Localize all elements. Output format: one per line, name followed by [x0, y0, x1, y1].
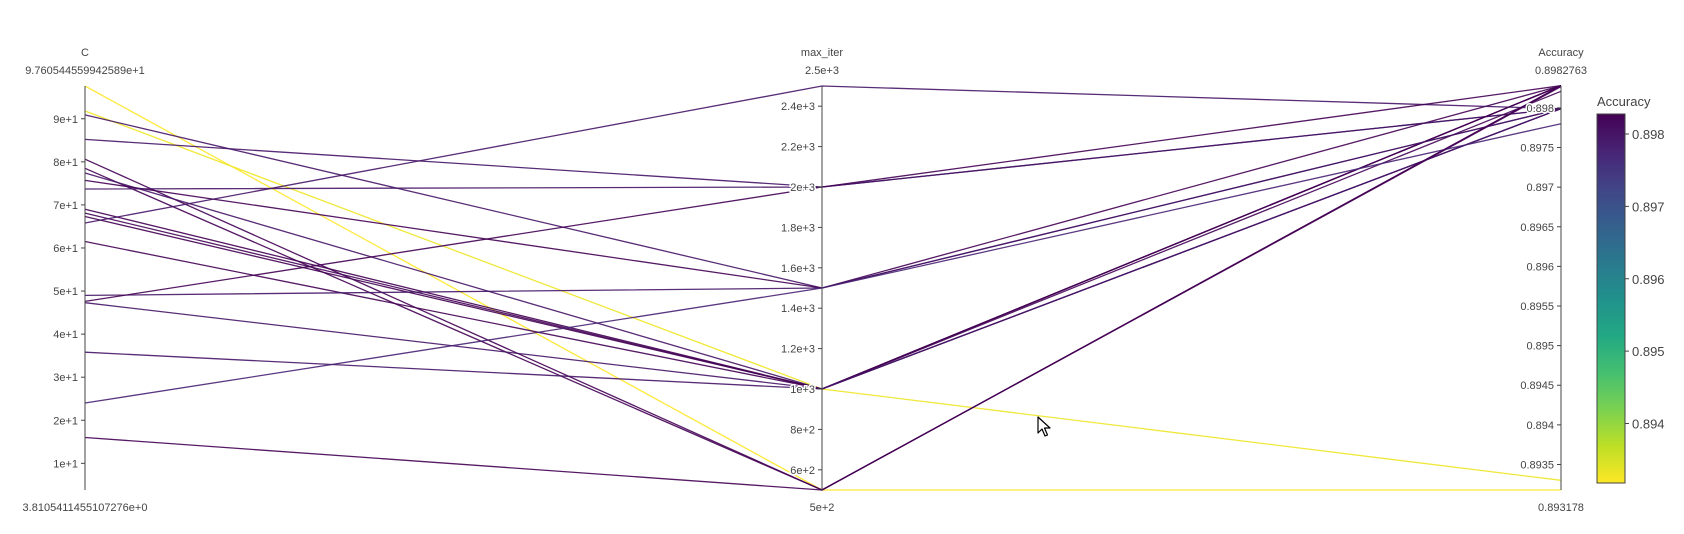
- axis-tick-label: 0.8935: [1520, 459, 1554, 471]
- axis-max-label: 2.5e+3: [805, 65, 839, 77]
- axis-tick-label: 7e+1: [53, 200, 78, 212]
- colorbar-tick-label: 0.897: [1632, 199, 1665, 214]
- colorbar-tick-label: 0.894: [1632, 417, 1665, 432]
- axis-title: C: [81, 47, 89, 59]
- axis-tick-label: 9e+1: [53, 114, 78, 126]
- axis-tick-label: 1.6e+3: [781, 263, 815, 275]
- colorbar-tick-label: 0.898: [1632, 127, 1665, 142]
- axis-c: C 9.760544559942589e+1 3.8105411455107276e…: [23, 47, 148, 514]
- axis-min-label: 5e+2: [810, 502, 835, 514]
- axis-tick-label: 1.8e+3: [781, 222, 815, 234]
- axis-tick-label: 8e+1: [53, 157, 78, 169]
- data-line-2: [84, 108, 1562, 289]
- colorbar-gradient: [1596, 113, 1626, 484]
- axis-title: max_iter: [801, 47, 844, 59]
- mouse-pointer-icon: [1037, 416, 1051, 437]
- data-line-16: [84, 108, 1562, 390]
- axis-tick-label: 1.4e+3: [781, 303, 815, 315]
- axis-tick-label: 1e+1: [53, 458, 78, 470]
- axis-min-label: 0.893178: [1538, 502, 1584, 514]
- axis-tick-label: 4e+1: [53, 329, 78, 341]
- axis-tick-label: 0.897: [1526, 182, 1554, 194]
- axis-tick-label: 8e+2: [790, 424, 815, 436]
- colorbar: Accuracy 0.894 0.895 0.896 0.897 0.898: [1596, 94, 1665, 484]
- axis-tick-label: 3e+1: [53, 372, 78, 384]
- axis-tick-label: 2.2e+3: [781, 142, 815, 154]
- axis-max-iter: max_iter 2.5e+3 5e+2 6e+2 8e+2 1e+3 1.2e+3 1.4e…: [780, 47, 844, 514]
- axis-tick-label: 6e+2: [790, 465, 815, 477]
- data-line-12: [84, 85, 1562, 224]
- colorbar-title: Accuracy: [1597, 94, 1651, 109]
- axis-tick-label: 2e+3: [790, 182, 815, 194]
- axis-tick-label: 6e+1: [53, 243, 78, 255]
- data-line-10: [84, 90, 1562, 390]
- axis-min-label: 3.8105411455107276e+0: [23, 502, 148, 514]
- axis-max-label: 0.8982763: [1535, 65, 1587, 77]
- axis-tick-label: 0.8955: [1520, 301, 1554, 313]
- axis-tick-label: 2.4e+3: [781, 101, 815, 113]
- axis-tick-label: 5e+1: [53, 286, 78, 298]
- axis-title: Accuracy: [1538, 47, 1584, 59]
- axis-tick-label: 0.8975: [1520, 143, 1554, 155]
- axis-tick-label: 1.2e+3: [781, 344, 815, 356]
- axis-tick-label: 1e+3: [790, 384, 815, 396]
- axis-tick-label: 0.894: [1526, 420, 1554, 432]
- axis-tick-label: 2e+1: [53, 415, 78, 427]
- axis-max-label: 9.760544559942589e+1: [25, 65, 145, 77]
- colorbar-tick-label: 0.896: [1632, 272, 1665, 287]
- axis-tick-label: 0.898: [1526, 103, 1554, 115]
- axis-tick-label: 0.895: [1526, 341, 1554, 353]
- axis-tick-label: 0.8945: [1520, 380, 1554, 392]
- data-lines: [84, 85, 1562, 491]
- axis-tick-label: 0.896: [1526, 261, 1554, 273]
- data-line-15: [84, 85, 1562, 303]
- data-line-3: [84, 108, 1562, 188]
- colorbar-tick-label: 0.895: [1632, 344, 1665, 359]
- data-line-6: [84, 108, 1562, 390]
- axis-accuracy: Accuracy 0.8982763 0.893178 0.8935 0.894 0.89…: [1519, 47, 1587, 514]
- data-line-17: [84, 108, 1562, 390]
- axes: C 9.760544559942589e+1 3.8105411455107276e…: [23, 47, 1587, 514]
- axis-tick-label: 0.8965: [1520, 222, 1554, 234]
